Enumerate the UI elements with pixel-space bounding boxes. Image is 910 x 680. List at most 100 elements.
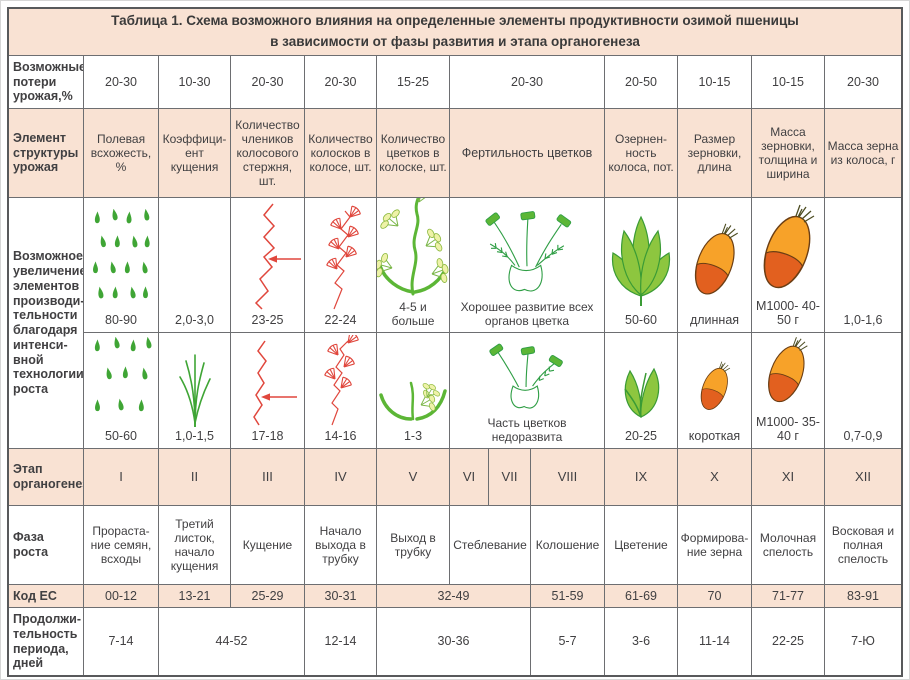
kod-value: 32-49 [377,585,531,608]
kod-value: 25-29 [231,585,305,608]
cell-germination-low: 50-60 [84,333,159,449]
cell-fertility-high: Хорошее развитие всех органов цветка [450,198,605,333]
kernel-long-icon [686,223,742,300]
cell-ear-grain-mass-high: 1,0-1,6 [825,198,901,333]
increase-high-value: 23-25 [251,313,284,328]
element-header: Масса зерновки, толщина и ширина [752,109,825,198]
faza-value: Восковая и полная спелость [825,506,901,585]
kod-value: 30-31 [305,585,377,608]
increase-high-value: 1,0-1,6 [843,313,883,328]
florets-few-icon [379,379,447,421]
etap-value: IV [305,449,377,506]
faza-value: Формирова- ние зерна [678,506,752,585]
loss-value: 20-30 [450,56,605,109]
element-header: Озернен- ность колоса, пот. [605,109,678,198]
row-label-increase: Возможное увеличение элементов производи… [9,198,84,449]
kernel-short-icon [695,361,733,414]
cell-grain-number-high: 50-60 [605,198,678,333]
cell-ear-grain-mass-low: 0,7-0,9 [825,333,901,449]
element-header: Коэффици- ент кущения [159,109,231,198]
element-header: Размер зерновки, длина [678,109,752,198]
element-header: Количество члеников колосового стержня, … [231,109,305,198]
increase-high-value: 80-90 [105,313,137,328]
increase-low-value: М1000- 35-40 г [756,414,820,444]
row-label-elements: Элемент структуры урожая [9,109,84,198]
cell-rachis-high: 23-25 [231,198,305,333]
table-title-line1: Таблица 1. Схема возможного влияния на о… [111,13,799,29]
tillering-plant-icon [178,354,211,428]
loss-value: 20-30 [825,56,901,109]
cell-kernel-mass-high: М1000- 40-50 г [752,198,825,333]
increase-low-value: короткая [688,429,741,444]
cell-tillering-coef-low: 1,0-1,5 [159,333,231,449]
duration-value: 12-14 [305,608,377,675]
element-header: Полевая всхожесть, % [84,109,159,198]
duration-value: 7-14 [84,608,159,675]
duration-value: 44-52 [159,608,305,675]
cell-kernel-size-low: короткая [678,333,752,449]
etap-value: II [159,449,231,506]
etap-value: XI [752,449,825,506]
kod-value: 13-21 [159,585,231,608]
loss-value: 20-30 [231,56,305,109]
etap-value: V [377,449,450,506]
etap-value: XII [825,449,901,506]
element-header: Фертильность цветков [450,109,605,198]
faza-value: Прораста- ние семян, всходы [84,506,159,585]
faza-value: Третий листок, начало кущения [159,506,231,585]
increase-low-value: 0,7-0,9 [843,429,883,444]
faza-value: Стеблевание [450,506,531,585]
cell-florets-low: 1-3 [377,333,450,449]
increase-low-value: Часть цветков недоразвита [487,415,567,444]
cell-kernel-size-high: длинная [678,198,752,333]
cell-grain-number-low: 20-25 [605,333,678,449]
row-label-losses: Возможные потери урожая,% [9,56,84,109]
increase-high-value: 22-24 [324,313,357,328]
kernel-mass-big-icon [754,203,820,294]
loss-value: 20-30 [305,56,377,109]
increase-high-value: 2,0-3,0 [175,313,214,328]
etap-value: VI [450,449,489,506]
florets-many-icon [377,198,449,296]
faza-value: Молочная спелость [752,506,825,585]
fertile-flower-icon [485,210,572,292]
wheat-productivity-table: Таблица 1. Схема возможного влияния на о… [7,7,903,677]
duration-value: 22-25 [752,608,825,675]
kod-value: 71-77 [752,585,825,608]
seedlings-sparse-icon [94,337,152,412]
loss-value: 10-15 [678,56,752,109]
kod-value: 61-69 [605,585,678,608]
cell-germination-high: 80-90 [84,198,159,333]
increase-high-value: 50-60 [625,313,657,328]
duration-value: 3-6 [605,608,678,675]
table-title-line2: в зависимости от фазы развития и этапа о… [270,34,640,49]
row-label-kod: Код ЕС [9,585,84,608]
row-label-etap: Этап органогенеза [9,449,84,506]
increase-low-value: 1,0-1,5 [175,429,214,444]
cell-rachis-low: 17-18 [231,333,305,449]
duration-value: 7-Ю [851,634,875,649]
increase-low-value: 17-18 [251,429,284,444]
faza-value: Начало выхода в трубку [305,506,377,585]
cell-tillering-coef-high: 2,0-3,0 [159,198,231,333]
etap-value: III [231,449,305,506]
row-label-duration: Продолжи- тельность периода, дней [9,608,84,675]
etap-value: I [84,449,159,506]
element-header: Масса зерна из колоса, г [825,109,901,198]
rachis-segments-long-icon [254,203,301,310]
etap-value: IX [605,449,678,506]
loss-value: 10-30 [159,56,231,109]
increase-low-value: 1-3 [403,429,423,444]
loss-value: 20-50 [605,56,678,109]
etap-value: VII [489,449,531,506]
cell-kernel-mass-low: М1000- 35-40 г [752,333,825,449]
spikelets-many-icon [324,204,362,310]
increase-high-value: длинная [689,313,740,328]
increase-high-value: М1000- 40-50 г [756,298,820,328]
increase-low-value: 20-25 [625,429,657,444]
loss-value: 10-15 [752,56,825,109]
faza-value: Выход в трубку [377,506,450,585]
table-title: Таблица 1. Схема возможного влияния на о… [9,9,901,56]
underdeveloped-flower-icon [489,343,563,409]
faza-value: Цветение [605,506,678,585]
